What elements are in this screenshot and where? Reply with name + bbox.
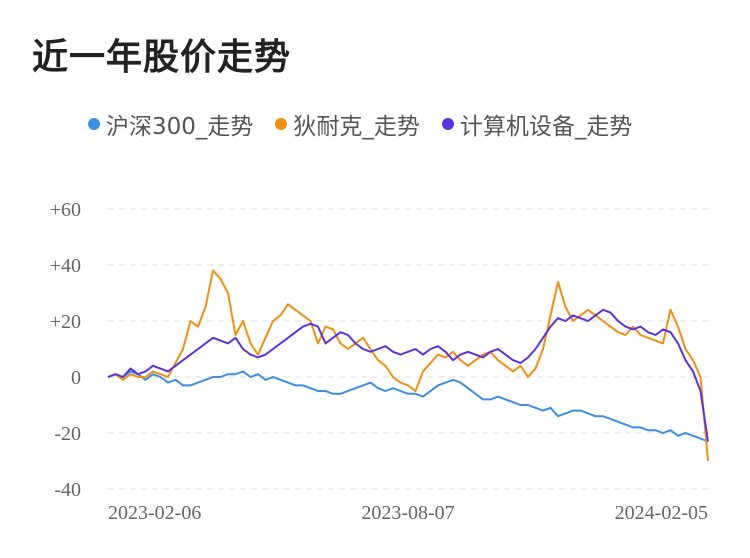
legend-label-computer-equipment: 计算机设备_走势 bbox=[459, 114, 633, 140]
legend-item-computer-equipment[interactable]: 计算机设备_走势 bbox=[441, 107, 633, 141]
y-tick-label: +20 bbox=[50, 311, 81, 333]
legend-label-dnake: 狄耐克_走势 bbox=[293, 114, 420, 140]
chart-legend: 沪深300_走势 狄耐克_走势 计算机设备_走势 bbox=[88, 108, 654, 140]
series-lines bbox=[107, 269, 709, 462]
x-tick-label: 2024-02-05 bbox=[615, 502, 708, 524]
y-tick-label: +60 bbox=[50, 199, 81, 221]
legend-label-hs300: 沪深300_走势 bbox=[106, 114, 254, 140]
legend-item-dnake[interactable]: 狄耐克_走势 bbox=[275, 107, 420, 141]
legend-marker-computer-equipment bbox=[441, 118, 454, 130]
y-tick-label: -20 bbox=[54, 423, 81, 445]
x-tick-label: 2023-02-06 bbox=[108, 502, 201, 524]
hs300-series-line bbox=[107, 370, 709, 443]
x-tick-label: 2023-08-07 bbox=[361, 502, 454, 524]
computer-equipment-series-line bbox=[107, 308, 709, 442]
legend-marker-dnake bbox=[275, 118, 288, 130]
y-tick-label: 0 bbox=[71, 367, 81, 389]
grid-lines bbox=[108, 208, 708, 490]
y-axis-ticks: +60 +40 +20 0 -20 -40 bbox=[50, 199, 81, 501]
x-axis-ticks: 2023-02-06 2023-08-07 2024-02-05 bbox=[108, 502, 708, 524]
y-tick-label: +40 bbox=[50, 255, 81, 277]
legend-marker-hs300 bbox=[88, 118, 100, 130]
dnake-series-line bbox=[107, 269, 709, 462]
y-tick-label: -40 bbox=[54, 479, 81, 501]
page-title: 近一年股价走势 bbox=[32, 37, 292, 78]
legend-item-hs300[interactable]: 沪深300_走势 bbox=[88, 107, 253, 141]
